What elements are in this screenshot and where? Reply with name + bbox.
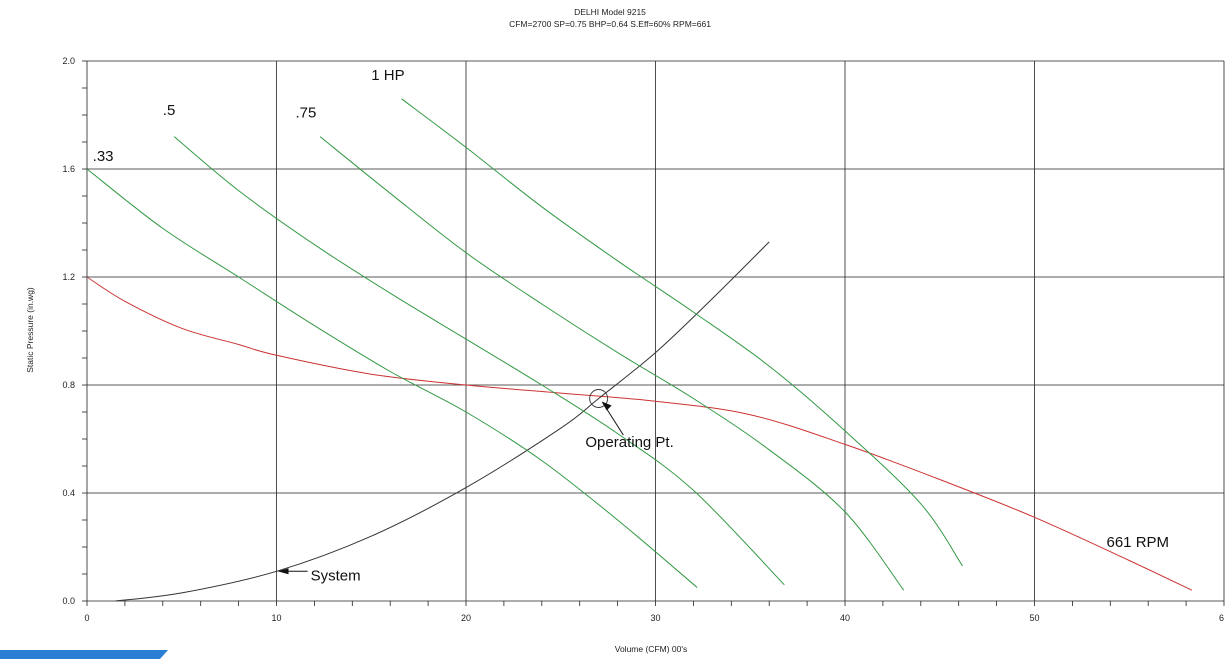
curve-label: 661 RPM <box>1107 534 1170 551</box>
series-lines <box>86 98 1193 602</box>
y-axis-ticks: 0.0 0.4 0.8 1.2 1.6 2.0 <box>62 56 75 606</box>
curve-label: .75 <box>295 105 316 122</box>
x-tick-label: 20 <box>461 613 471 623</box>
grid <box>86 60 1225 602</box>
y-tick-label: 1.2 <box>62 272 75 282</box>
y-tick-label: 2.0 <box>62 56 75 66</box>
operating-point-label: Operating Pt. <box>585 434 673 451</box>
series-line-33 <box>86 168 698 588</box>
series-line-1-hp <box>401 98 963 567</box>
system-label: System <box>311 567 361 584</box>
series-line-system <box>115 241 770 602</box>
y-axis-label: Static Pressure (in.wg) <box>25 287 35 373</box>
curve-label: .33 <box>93 148 114 165</box>
x-tick-label: 0 <box>84 613 89 623</box>
brand-badge <box>0 650 168 659</box>
y-tick-label: 0.4 <box>62 488 75 498</box>
series-line-75 <box>319 136 905 591</box>
series-line-5 <box>173 136 785 586</box>
x-tick-label: 30 <box>650 613 660 623</box>
curve-label: 1 HP <box>371 67 404 84</box>
y-tick-label: 1.6 <box>62 164 75 174</box>
operating-point-arrowhead <box>601 401 612 411</box>
series-line-661-rpm <box>86 276 1193 591</box>
x-tick-label: 50 <box>1029 613 1039 623</box>
x-tick-label: 10 <box>271 613 281 623</box>
curve-label: .5 <box>163 102 176 119</box>
y-tick-label: 0.0 <box>62 596 75 606</box>
badge-shape <box>0 650 168 659</box>
y-tick-label: 0.8 <box>62 380 75 390</box>
x-axis-ticks: 0 10 20 30 40 50 6 <box>84 613 1224 623</box>
system-arrowhead <box>277 568 289 575</box>
annotations: .33 .5 .75 1 HP 661 RPM Operating Pt. System <box>93 67 1169 584</box>
x-axis-label: Volume (CFM) 00's <box>615 644 687 654</box>
chart-title: DELHI Model 9215 <box>574 7 646 17</box>
x-tick-label: 40 <box>840 613 850 623</box>
chart-subtitle: CFM=2700 SP=0.75 BHP=0.64 S.Eff=60% RPM=… <box>509 19 711 29</box>
minor-ticks <box>82 60 1225 606</box>
x-tick-label: 6 <box>1219 613 1224 623</box>
operating-point-marker <box>589 389 609 408</box>
